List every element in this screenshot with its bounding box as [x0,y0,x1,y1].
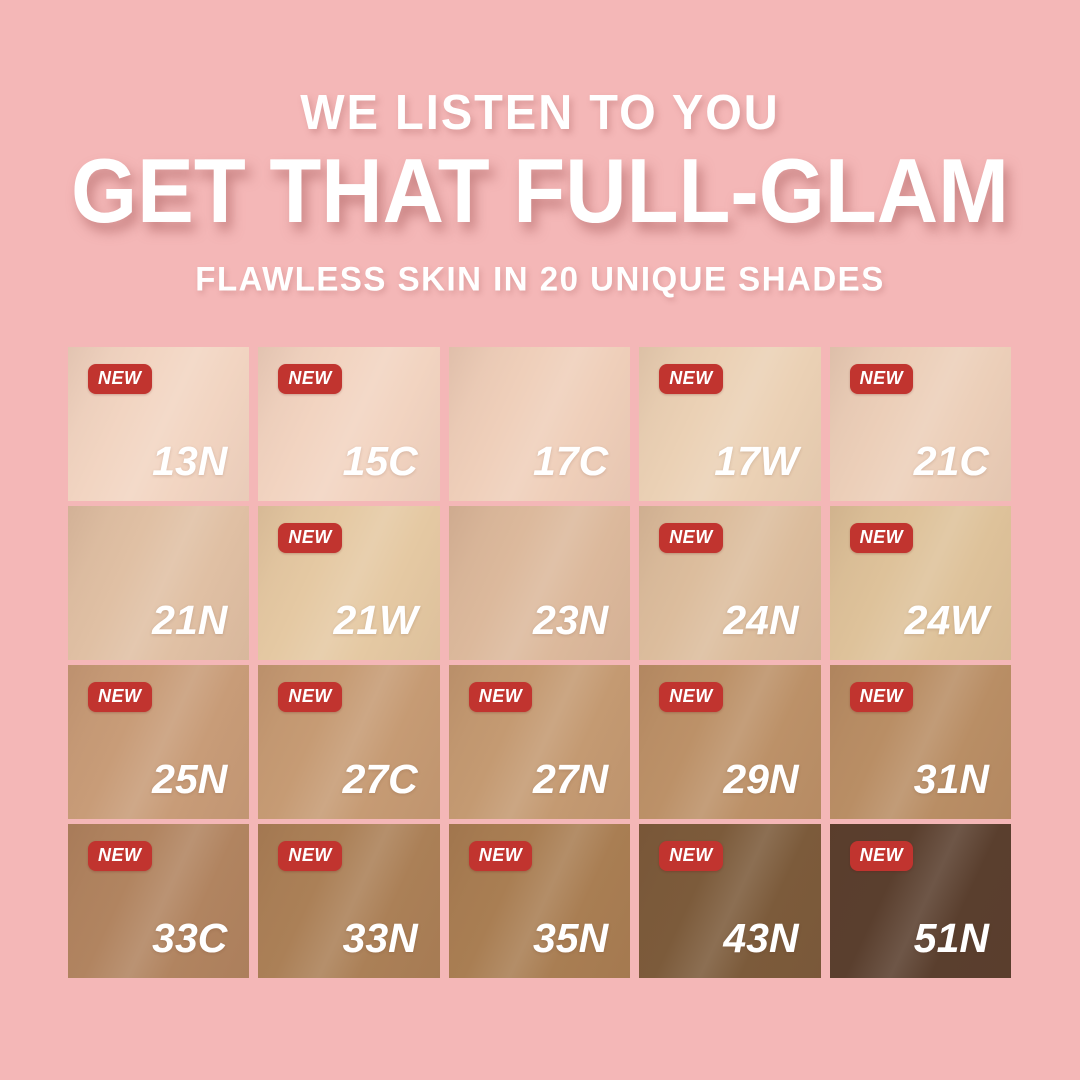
new-badge: NEW [278,841,342,871]
shade-swatch: 23N [448,506,631,660]
shade-code-label: 24W [904,597,989,643]
new-badge: NEW [88,682,152,712]
new-badge: NEW [849,682,914,712]
shade-swatch: NEW 24N [639,506,821,660]
new-badge: NEW [659,364,723,394]
shade-code-label: 43N [723,915,799,961]
shade-swatch: NEW 24W [829,506,1011,660]
new-badge: NEW [278,364,342,394]
shade-code-label: 25N [152,756,228,802]
shade-swatch: NEW 35N [448,824,631,978]
new-badge: NEW [278,523,342,553]
new-badge: NEW [659,523,723,553]
new-badge: NEW [468,682,533,712]
shade-swatch: NEW 15C [258,347,440,501]
shade-swatch: NEW 21W [258,506,440,660]
shade-code-label: 51N [913,915,989,961]
shade-swatch: NEW 25N [68,665,250,819]
new-badge: NEW [88,841,152,871]
shade-code-label: 21N [152,597,228,643]
new-badge: NEW [88,364,152,394]
new-badge: NEW [849,841,914,871]
new-badge: NEW [849,364,914,394]
shade-grid: NEW 13N NEW 15C 17C NEW 17W NEW 21C 21N … [68,347,1011,978]
shade-swatch: NEW 51N [829,824,1011,978]
new-badge: NEW [468,841,533,871]
shade-swatch: NEW 29N [639,665,821,819]
shade-code-label: 33N [342,915,418,961]
shade-swatch: NEW 13N [68,347,250,501]
shade-swatch: NEW 33C [68,824,250,978]
new-badge: NEW [849,523,914,553]
shade-swatch: NEW 21C [829,347,1011,501]
shade-code-label: 31N [913,756,989,802]
header-subtitle: FLAWLESS SKIN IN 20 UNIQUE SHADES [195,259,885,298]
shade-swatch: NEW 43N [639,824,821,978]
new-badge: NEW [278,682,342,712]
shade-code-label: 23N [532,597,609,643]
new-badge: NEW [659,682,723,712]
shade-code-label: 35N [532,915,609,961]
shade-code-label: 21C [913,438,989,484]
page-title: GET THAT FULL-GLAM [71,140,1009,243]
shade-code-label: 27N [532,756,609,802]
shade-code-label: 24N [723,597,799,643]
shade-swatch: 17C [448,347,631,501]
shade-swatch: 21N [68,506,250,660]
shade-code-label: 17C [532,438,609,484]
shade-swatch: NEW 17W [639,347,821,501]
header-tagline: WE LISTEN TO YOU [300,83,780,140]
new-badge: NEW [659,841,723,871]
shade-swatch: NEW 27N [448,665,631,819]
shade-code-label: 15C [342,438,418,484]
header: WE LISTEN TO YOU GET THAT FULL-GLAM FLAW… [0,0,1080,298]
shade-code-label: 13N [152,438,228,484]
shade-code-label: 29N [723,756,799,802]
shade-code-label: 33C [152,915,228,961]
shade-code-label: 21W [333,597,418,643]
shade-code-label: 27C [342,756,418,802]
shade-swatch: NEW 33N [258,824,440,978]
shade-code-label: 17W [714,438,799,484]
shade-swatch: NEW 27C [258,665,440,819]
shade-swatch: NEW 31N [829,665,1011,819]
